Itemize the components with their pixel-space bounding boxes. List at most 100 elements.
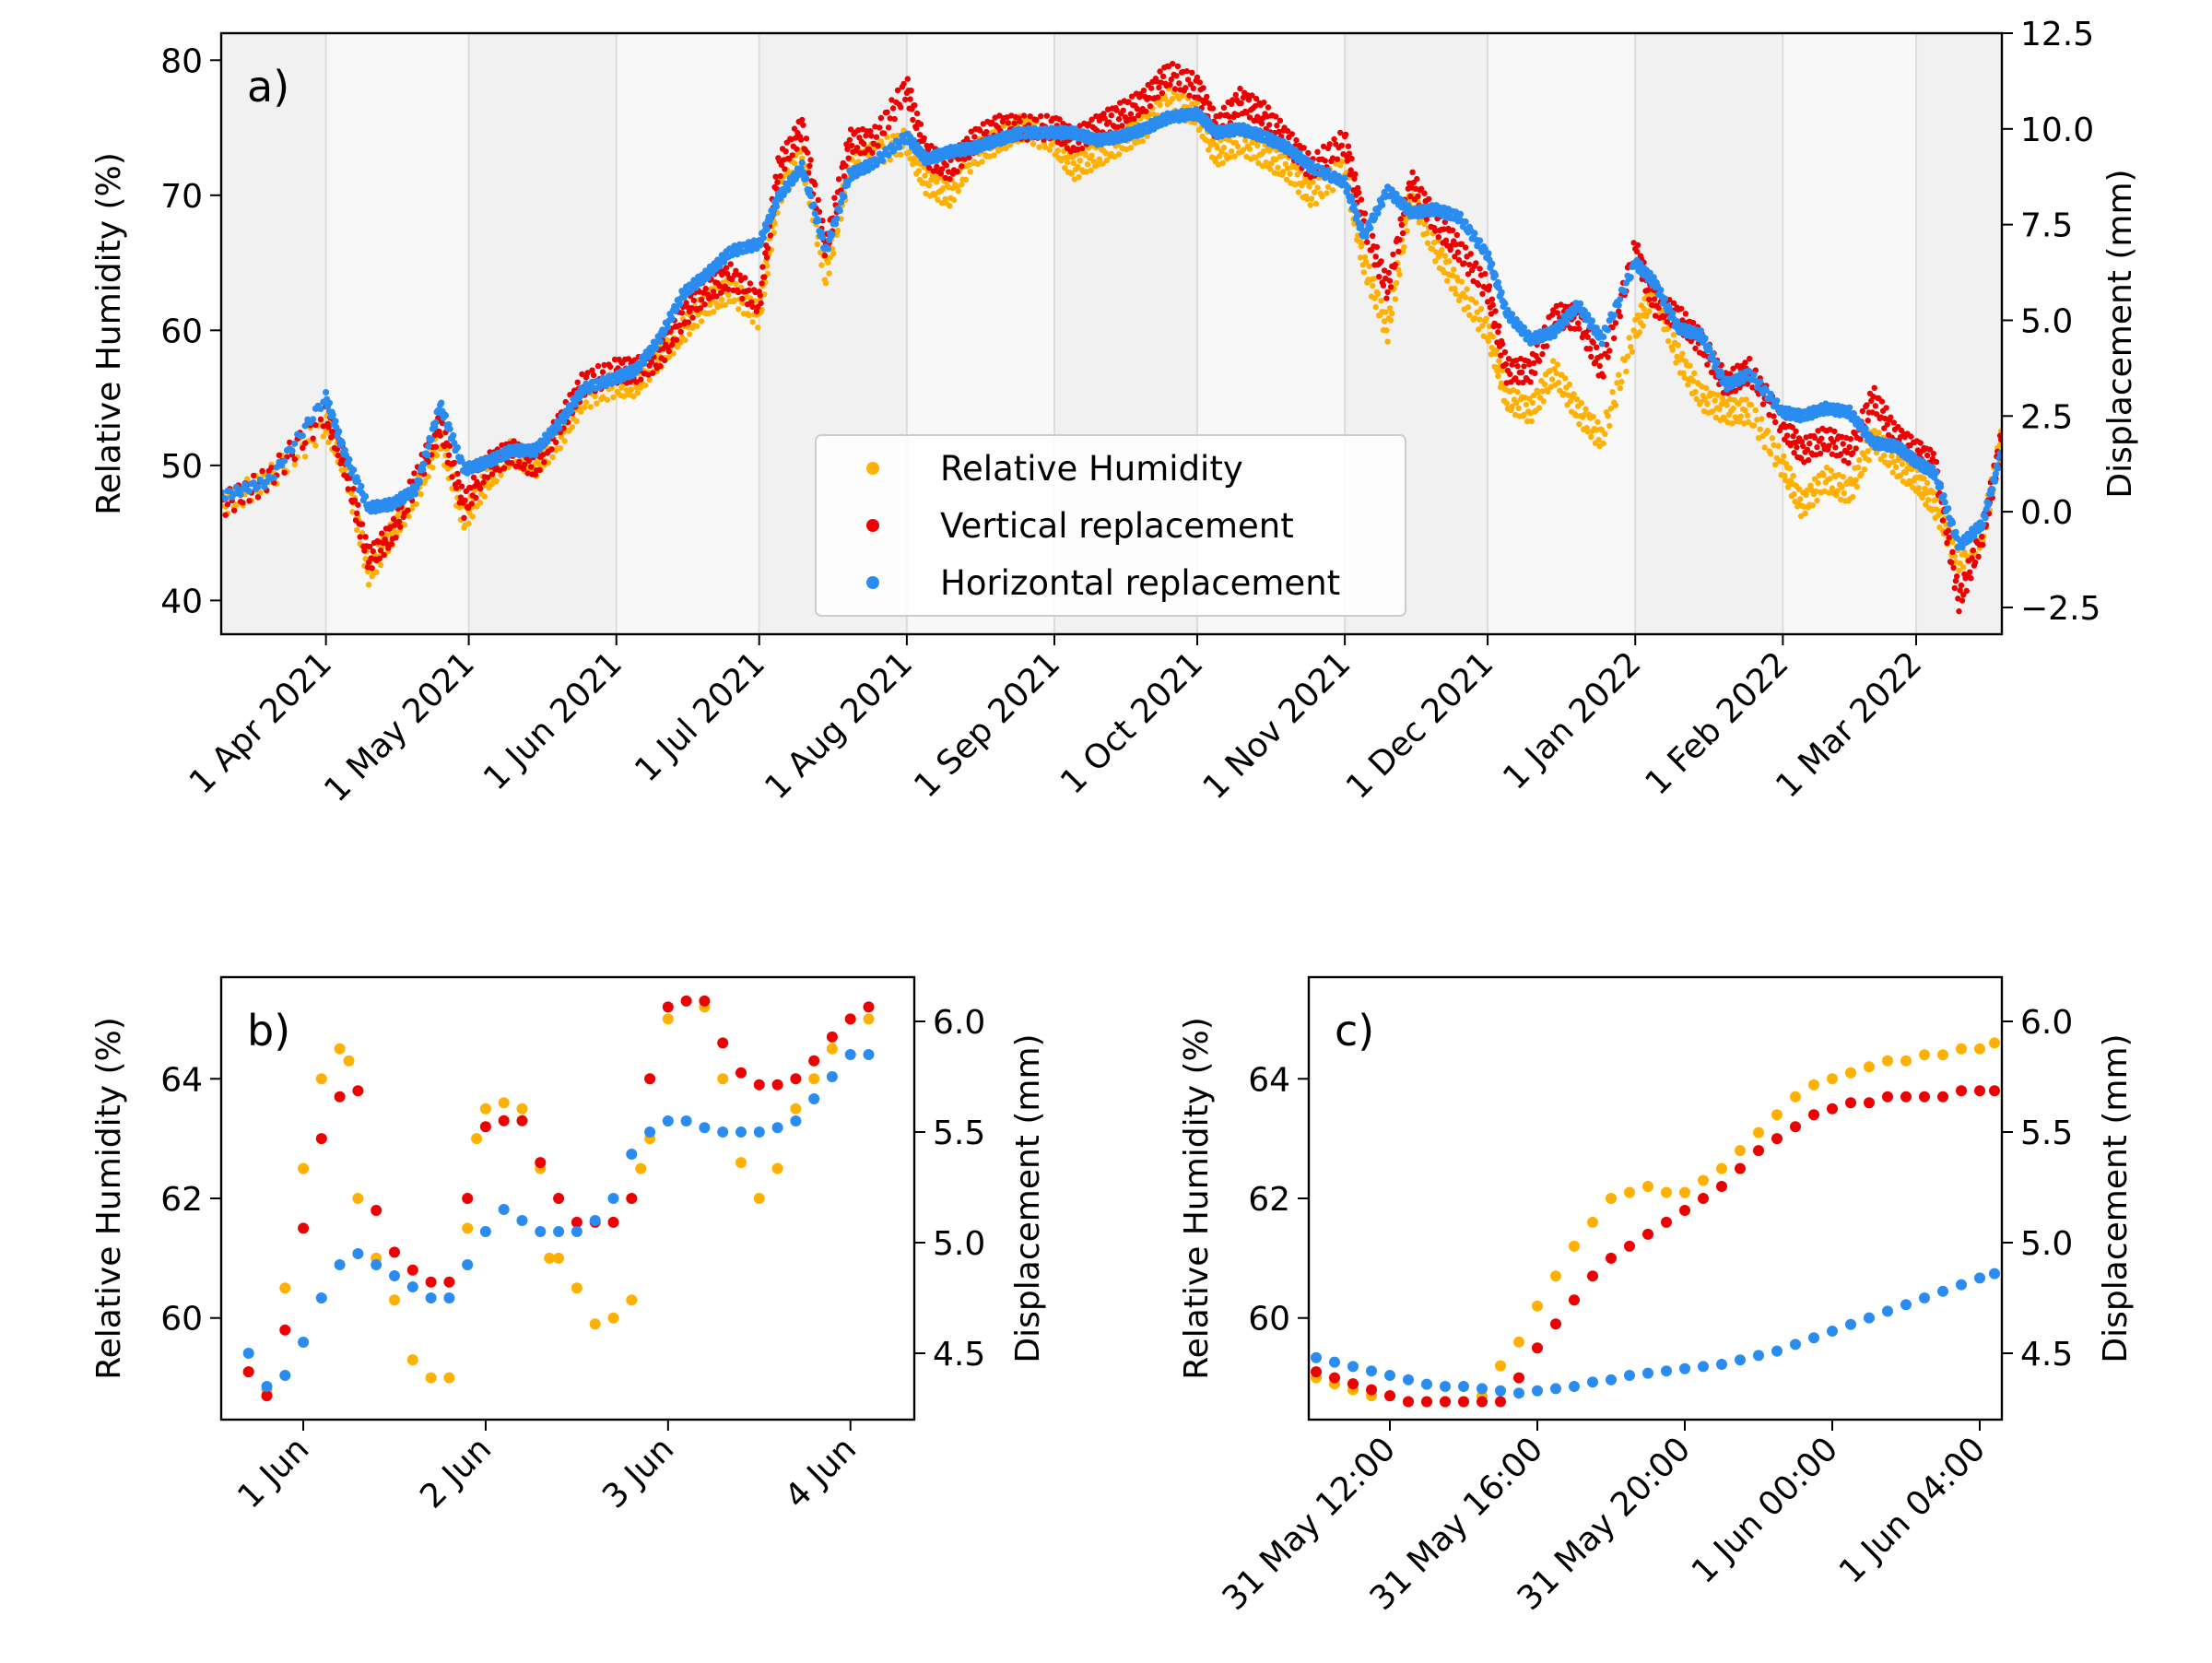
data-point [1891,419,1897,425]
data-point [452,460,457,466]
data-point [1327,141,1333,147]
data-point [1710,350,1716,357]
data-point [1247,147,1253,152]
data-point [1293,137,1299,143]
data-point [681,996,692,1007]
data-point [1549,376,1555,382]
data-point [259,468,265,474]
data-point [1477,265,1482,271]
data-point [354,527,359,533]
data-point [541,459,547,465]
data-point [553,1226,564,1237]
data-point [1918,440,1924,445]
data-point [963,177,969,183]
data-point [626,1193,637,1204]
data-point [1378,258,1383,264]
data-point [1495,329,1500,335]
data-point [1925,497,1931,502]
data-point [657,338,664,345]
data-point [908,88,913,93]
data-point [1605,326,1611,333]
data-point [1387,277,1393,283]
data-point [703,286,709,291]
ytick-right-label: 6.0 [933,1004,985,1042]
data-point [1012,121,1018,126]
data-point [1339,143,1345,148]
data-point [544,439,550,445]
data-point [1033,117,1039,123]
data-point [298,1337,309,1348]
xtick-label: 1 Apr 2021 [182,644,339,801]
data-point [1487,283,1492,289]
data-point [1018,119,1023,124]
data-point [1818,436,1824,442]
data-point [1363,233,1370,240]
data-point [847,137,853,143]
plot-background [1309,977,2002,1420]
data-point [711,309,716,314]
data-point [912,102,917,108]
data-point [240,500,245,505]
data-point [426,1373,437,1384]
data-point [1529,419,1535,424]
data-point [443,1373,454,1384]
data-point [1579,400,1584,406]
data-point [922,136,927,141]
data-point [443,1277,454,1288]
data-point [1194,75,1200,80]
data-point [803,175,809,182]
data-point [1888,415,1893,420]
data-point [1478,306,1484,312]
data-point [405,507,410,513]
data-point [1476,282,1481,288]
plot-background [221,977,914,1420]
data-point [1436,234,1441,240]
data-point [316,1292,327,1303]
data-point [1507,372,1512,377]
data-point [1742,407,1747,413]
data-point [424,452,430,458]
data-point [1616,372,1621,378]
data-point [910,117,915,123]
data-point [1933,469,1939,476]
data-point [1348,156,1354,161]
data-point [1637,329,1642,335]
data-point [381,552,386,558]
data-point [835,228,841,233]
ytick-left-label: 62 [160,1181,203,1219]
data-point [231,508,237,513]
ytick-right-label: 5.0 [933,1225,985,1263]
data-point [1556,380,1561,385]
data-point [1940,517,1946,523]
data-point [1575,320,1581,325]
data-point [1143,109,1148,114]
ytick-left-label: 50 [160,448,203,486]
data-point [437,432,442,438]
data-point [841,173,847,179]
data-point [1542,382,1547,387]
data-point [735,306,741,312]
data-point [389,541,394,547]
data-point [1611,336,1617,341]
data-point [1170,61,1175,66]
data-point [822,253,828,258]
data-point [1985,501,1992,507]
data-point [298,1222,309,1233]
data-point [735,1157,747,1168]
data-point [1591,414,1596,419]
data-point [755,324,760,330]
data-point [733,281,738,287]
data-point [593,394,598,399]
data-point [1980,542,1985,548]
data-point [1233,92,1239,98]
data-point [1692,346,1698,351]
data-point [352,1193,363,1204]
data-point [1220,160,1226,166]
ytick-left-label: 70 [160,178,203,216]
data-point [916,168,922,173]
data-point [959,182,964,187]
data-point [1797,496,1803,501]
data-point [1618,313,1623,319]
data-point [594,401,599,407]
data-point [1055,147,1061,153]
